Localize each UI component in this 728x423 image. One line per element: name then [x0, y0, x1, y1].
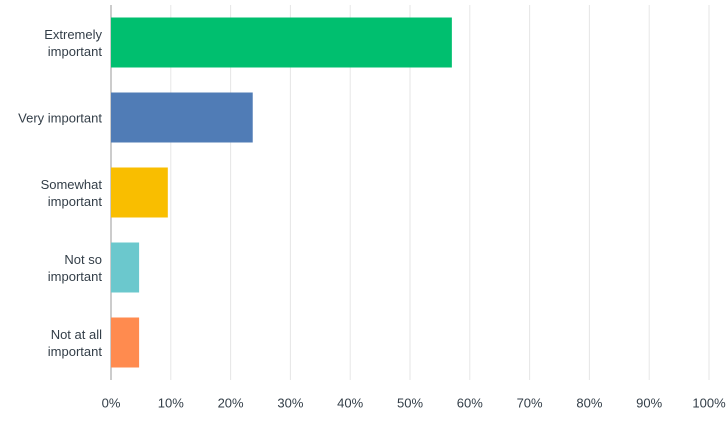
category-label: Not so important — [47, 251, 102, 284]
bar — [111, 317, 140, 368]
x-tick-label: 70% — [517, 395, 543, 410]
category-label: Extremely important — [44, 26, 102, 59]
x-tick-label: 40% — [337, 395, 363, 410]
category-label: Somewhat important — [40, 176, 102, 209]
bar — [111, 167, 168, 218]
x-tick-label: 10% — [158, 395, 184, 410]
category-label: Not at all important — [47, 326, 102, 359]
x-tick-label: 90% — [636, 395, 662, 410]
x-tick-label: 80% — [576, 395, 602, 410]
bar — [111, 17, 452, 68]
category-label: Very important — [18, 110, 102, 125]
x-tick-label: 60% — [457, 395, 483, 410]
bar — [111, 92, 253, 143]
x-tick-label: 50% — [397, 395, 423, 410]
x-tick-label: 100% — [692, 395, 726, 410]
x-tick-label: 30% — [277, 395, 303, 410]
bar — [111, 242, 140, 293]
x-tick-label: 20% — [218, 395, 244, 410]
x-tick-label: 0% — [102, 395, 121, 410]
